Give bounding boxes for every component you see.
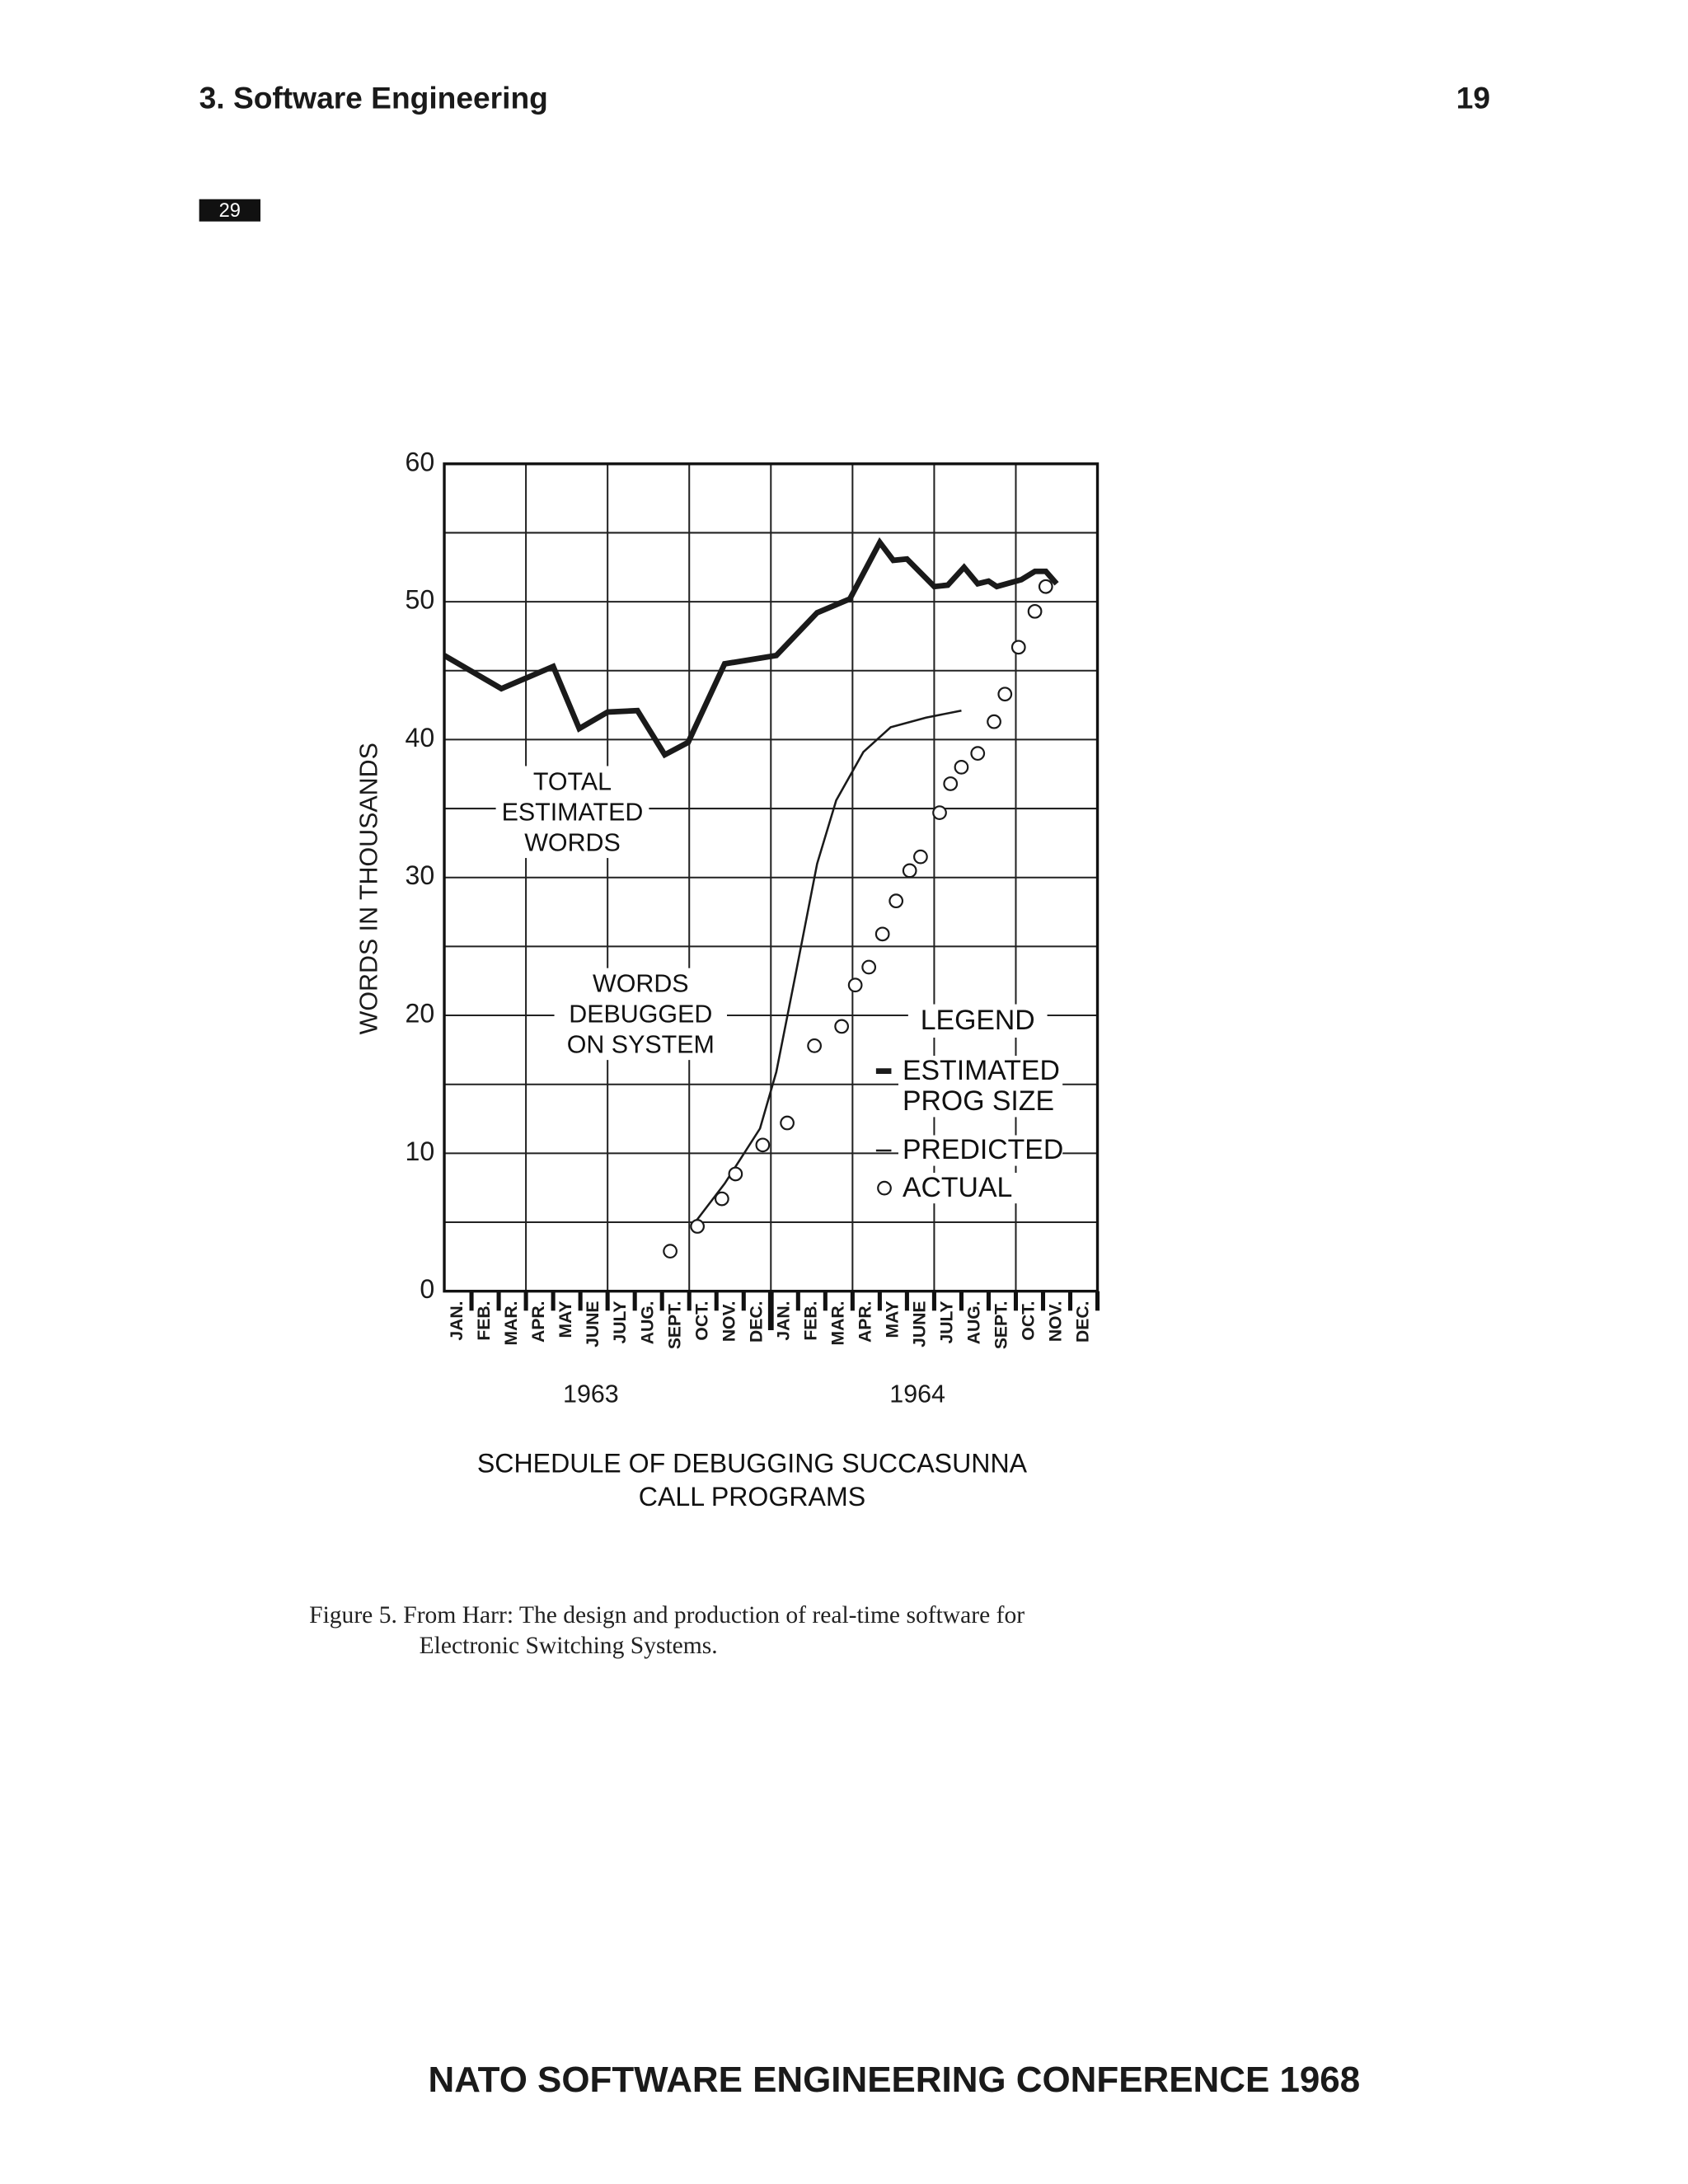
section-title: 3. Software Engineering <box>199 80 548 115</box>
caption-line: Figure 5. From Harr: The design and prod… <box>309 1602 1025 1629</box>
x-tick-label: NOV. <box>720 1301 738 1343</box>
page-tag-box <box>199 199 260 222</box>
data-point <box>714 1191 729 1207</box>
year-label: 1963 <box>563 1380 619 1408</box>
footer: NATO SOFTWARE ENGINEERING CONFERENCE 196… <box>428 2060 1360 2100</box>
x-tick-label: FEB. <box>801 1301 820 1341</box>
page-number: 19 <box>1456 80 1490 115</box>
y-tick-label: 50 <box>406 585 435 615</box>
legend-label: PREDICTED <box>898 1135 1063 1166</box>
annotation-box: WORDS DEBUGGED ON SYSTEM <box>554 968 728 1061</box>
x-tick-label: APR. <box>856 1301 874 1343</box>
legend-label: ACTUAL <box>898 1173 1063 1204</box>
legend-label-box: PREDICTED <box>898 1135 1063 1166</box>
data-point <box>943 776 959 791</box>
x-tick-label: SEPT. <box>665 1301 684 1350</box>
legend-title-box: LEGEND <box>907 1004 1048 1038</box>
legend-title: LEGEND <box>907 1004 1048 1038</box>
data-point <box>780 1115 795 1131</box>
x-tick-label: MAY <box>883 1301 902 1338</box>
annotation: TOTAL ESTIMATED WORDS <box>495 766 649 859</box>
y-tick-label: 60 <box>406 447 435 476</box>
x-tick-label: MAR. <box>828 1301 847 1346</box>
data-point <box>663 1244 678 1259</box>
data-point <box>913 849 928 865</box>
x-tick-label: JUNE <box>910 1301 929 1347</box>
data-point <box>728 1166 743 1182</box>
x-tick-label: JAN. <box>448 1301 467 1341</box>
x-tick-label: AUG. <box>965 1301 984 1345</box>
x-tick-label: FEB. <box>475 1301 494 1341</box>
y-tick-label: 20 <box>406 999 435 1029</box>
legend-marker <box>877 1180 892 1196</box>
y-tick-label: 0 <box>420 1274 434 1304</box>
x-axis-title: SCHEDULE OF DEBUGGING SUCCASUNNA CALL PR… <box>476 1450 1028 1513</box>
y-axis-title: WORDS IN THOUSANDS <box>355 743 383 1034</box>
page-tag: 29 <box>219 200 241 222</box>
data-point <box>889 893 904 909</box>
annotation-box: TOTAL ESTIMATED WORDS <box>495 766 649 859</box>
data-line <box>691 710 962 1227</box>
legend-label-box: ESTIMATED PROG SIZE <box>898 1056 1063 1118</box>
annotation: WORDS DEBUGGED ON SYSTEM <box>554 968 728 1061</box>
x-tick-label: AUG. <box>638 1301 657 1345</box>
chart: 0 10 20 30 40 50 60 WORDS IN THOUSANDS TOTAL EST… <box>355 447 1100 1513</box>
x-tick-label: DEC. <box>1074 1301 1093 1343</box>
x-tick-label: JULY <box>938 1301 957 1344</box>
data-point <box>874 926 890 942</box>
x-tick-label: JULY <box>611 1301 630 1344</box>
x-tick-label: OCT. <box>692 1301 711 1341</box>
data-point <box>690 1219 706 1234</box>
data-point <box>1027 603 1043 619</box>
legend-label: ESTIMATED PROG SIZE <box>898 1056 1063 1118</box>
data-point <box>932 805 947 820</box>
data-point <box>987 714 1001 729</box>
data-point <box>755 1137 771 1153</box>
data-point <box>1038 579 1053 594</box>
legend-label-box: ACTUAL <box>898 1173 1063 1204</box>
caption-line: Electronic Switching Systems. <box>420 1633 718 1659</box>
data-point <box>902 863 917 879</box>
x-tick-label: JAN. <box>774 1301 793 1341</box>
x-tick-label: OCT. <box>1020 1301 1039 1341</box>
data-point <box>1010 640 1026 655</box>
y-tick-label: 30 <box>406 860 435 890</box>
y-tick-label: 10 <box>406 1137 435 1166</box>
year-label: 1964 <box>889 1380 945 1408</box>
data-point <box>997 687 1013 702</box>
y-tick-label: 40 <box>406 723 435 752</box>
data-point <box>847 977 863 993</box>
x-tick-label: NOV. <box>1047 1301 1066 1343</box>
data-line <box>443 537 1059 759</box>
x-tick-label: APR. <box>529 1301 548 1343</box>
x-tick-label: DEC. <box>747 1301 766 1343</box>
x-tick-label: MAY <box>556 1301 575 1338</box>
data-point <box>807 1038 822 1053</box>
x-axis-title-box: SCHEDULE OF DEBUGGING SUCCASUNNA CALL PR… <box>476 1450 1028 1513</box>
data-point <box>834 1019 850 1034</box>
x-tick-label: SEPT. <box>992 1301 1011 1350</box>
data-point <box>970 746 986 762</box>
data-point <box>954 760 969 775</box>
data-point <box>861 959 877 975</box>
x-tick-label: JUNE <box>584 1301 603 1347</box>
x-tick-label: MAR. <box>502 1301 521 1346</box>
